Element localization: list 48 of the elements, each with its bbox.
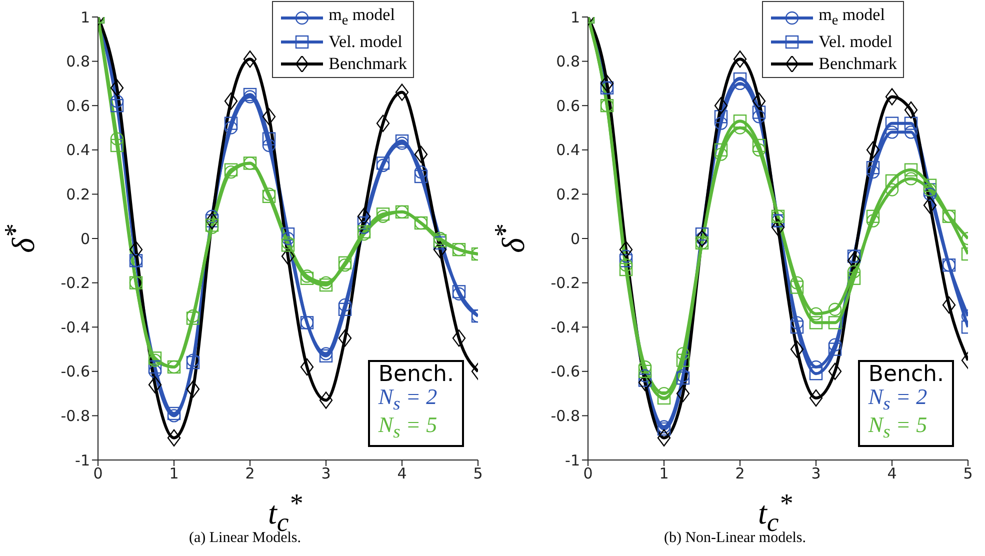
y-tick-label: -0.2: [550, 274, 580, 292]
x-tick-label: 5: [963, 464, 973, 483]
y-tick-label: -0.2: [60, 274, 90, 292]
annotation: Bench.: [378, 362, 454, 387]
x-tick-label: 3: [321, 464, 331, 483]
text: (b) Non-Linear models.: [662, 530, 808, 547]
x-tick-label: 2: [735, 464, 745, 483]
y-tick-label: 0.6: [556, 96, 580, 115]
x-tick-label: 4: [887, 464, 897, 483]
y-tick-label: 0.8: [556, 52, 580, 71]
legend-label: Benchmark: [328, 53, 407, 76]
y-tick-label: 0: [80, 230, 90, 248]
annotation: N$_{s}$ = 2: [868, 384, 928, 414]
y-tick-label: 0.6: [66, 96, 90, 115]
y-tick-label: -0.6: [60, 362, 90, 381]
y-tick-label: -0.8: [550, 407, 580, 426]
annotation: N$_{s}$ = 5: [868, 412, 928, 443]
annotation: N$_{s}$ = 5: [378, 412, 438, 443]
y-tick-label: -0.4: [60, 318, 90, 336]
x-tick-label: 0: [583, 464, 593, 483]
legend-label: Vel. model: [818, 31, 892, 54]
x-tick-label: 4: [397, 464, 407, 483]
legend-label: m$_{e}$ model: [328, 4, 395, 30]
legend-label: m$_{e}$ model: [818, 4, 885, 30]
legend-label: Vel. model: [328, 31, 402, 54]
y-tick-label: 1: [80, 8, 90, 26]
annotation: Bench.: [868, 362, 944, 387]
x-tick-label: 1: [169, 464, 179, 483]
y-tick-label: 0.4: [556, 141, 580, 160]
y-tick-label: 0.2: [66, 186, 90, 204]
y-tick-label: 0.2: [556, 186, 580, 204]
x-tick-label: 3: [811, 464, 821, 483]
x-tick-label: 5: [473, 464, 483, 483]
x-tick-label: 1: [659, 464, 669, 483]
annotation: N$_{s}$ = 2: [378, 384, 438, 414]
y-tick-label: 0.4: [66, 141, 90, 160]
y-tick-label: 0.8: [66, 52, 90, 71]
y-tick-label: -0.4: [550, 318, 580, 336]
x-tick-label: 2: [245, 464, 255, 483]
x-tick-label: 0: [93, 464, 103, 483]
text: (a) Linear Models.: [188, 530, 302, 547]
legend-label: Benchmark: [818, 53, 897, 76]
y-tick-label: -0.6: [550, 362, 580, 381]
y-tick-label: -1: [75, 451, 90, 470]
y-tick-label: 1: [570, 8, 580, 26]
y-tick-label: 0: [570, 230, 580, 248]
y-tick-label: -0.8: [60, 407, 90, 426]
y-tick-label: -1: [565, 451, 580, 470]
